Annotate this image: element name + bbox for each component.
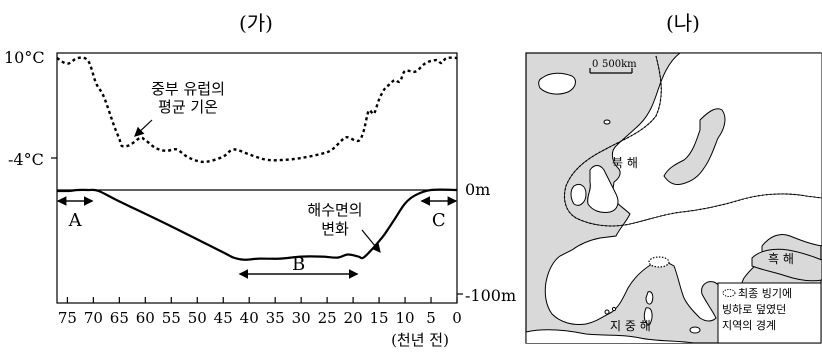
legend-line-3: 지역의 경계 — [722, 319, 776, 332]
sea-level-label-1: 해수면의 — [307, 201, 362, 219]
x-tick-label: 15 — [370, 309, 389, 327]
map-sardinia — [643, 307, 653, 325]
scale-value: 500km — [602, 59, 637, 70]
map-iceland — [538, 72, 576, 95]
period-b-label: B — [292, 254, 305, 275]
legend-line-2: 빙하로 덮였던 — [722, 302, 786, 316]
temperature-curve-label-2: 평균 기온 — [158, 98, 218, 116]
x-axis-ticks: 75 70 65 60 55 50 45 40 35 30 25 20 15 10 5 0 — [58, 297, 462, 327]
map-land — [526, 53, 822, 343]
period-a-label: A — [68, 210, 83, 231]
x-tick-label: 25 — [318, 309, 337, 327]
period-c-label: C — [432, 210, 446, 231]
x-tick-label: 20 — [344, 309, 363, 327]
map-north-africa — [526, 329, 698, 343]
temperature-curve — [56, 56, 458, 164]
y-axis-label-mid: -4°C — [8, 150, 44, 169]
x-tick-label: 55 — [162, 309, 181, 327]
x-tick-label: 0 — [452, 309, 462, 327]
map-island — [611, 306, 617, 312]
map-baltic-sea — [663, 108, 726, 185]
ice-sheet-boundary-line — [564, 55, 822, 227]
map-island — [603, 119, 611, 125]
panel-ga-label: (가) — [239, 11, 273, 35]
map-ireland — [570, 183, 587, 206]
panel-na-label: (나) — [666, 11, 700, 35]
scale-zero: 0 — [592, 59, 598, 70]
black-sea-label: 흑 해 — [768, 252, 794, 266]
temperature-label-arrow — [134, 119, 153, 137]
x-tick-label: 40 — [240, 309, 259, 327]
map-sicily — [689, 326, 701, 334]
period-markers: A B C — [56, 196, 458, 279]
x-tick-label: 5 — [426, 309, 436, 327]
chart-frame — [56, 52, 458, 304]
mediterranean-label: 지 중 해 — [610, 319, 651, 333]
x-tick-label: 30 — [292, 309, 311, 327]
x-tick-label: 60 — [136, 309, 155, 327]
map-great-britain — [587, 165, 619, 213]
temperature-curve-label-1: 중부 유럽의 — [151, 80, 225, 98]
panel-na-map: (나) — [525, 11, 822, 344]
map-island — [604, 309, 610, 315]
x-tick-label: 35 — [266, 309, 285, 327]
y-axis-label-top: 10°C — [4, 48, 45, 67]
right-axis-label-top: 0m — [465, 180, 490, 199]
x-tick-label: 45 — [214, 309, 233, 327]
map-black-sea — [751, 248, 822, 282]
x-tick-label: 50 — [188, 309, 207, 327]
alps-ice-area — [648, 256, 670, 268]
right-axis-label-bottom: -100m — [465, 286, 516, 305]
x-tick-label: 70 — [84, 309, 103, 327]
panel-ga-chart: (가) 10°C -4°C 0m -100m 중부 유럽의 평균 기온 해수면의… — [4, 11, 516, 349]
x-tick-label: 65 — [110, 309, 129, 327]
legend-line-1: 최종 빙기에 — [738, 287, 792, 300]
x-tick-label: 75 — [58, 309, 77, 327]
x-tick-label: 10 — [396, 309, 415, 327]
sea-level-curve — [56, 188, 458, 261]
map-corsica — [645, 291, 654, 305]
x-axis-unit: (천년 전) — [391, 331, 449, 349]
legend-symbol — [722, 289, 736, 297]
sea-level-label-2: 변화 — [321, 220, 349, 238]
north-sea-label: 북 해 — [612, 156, 638, 170]
sea-level-label-arrow — [361, 229, 381, 253]
